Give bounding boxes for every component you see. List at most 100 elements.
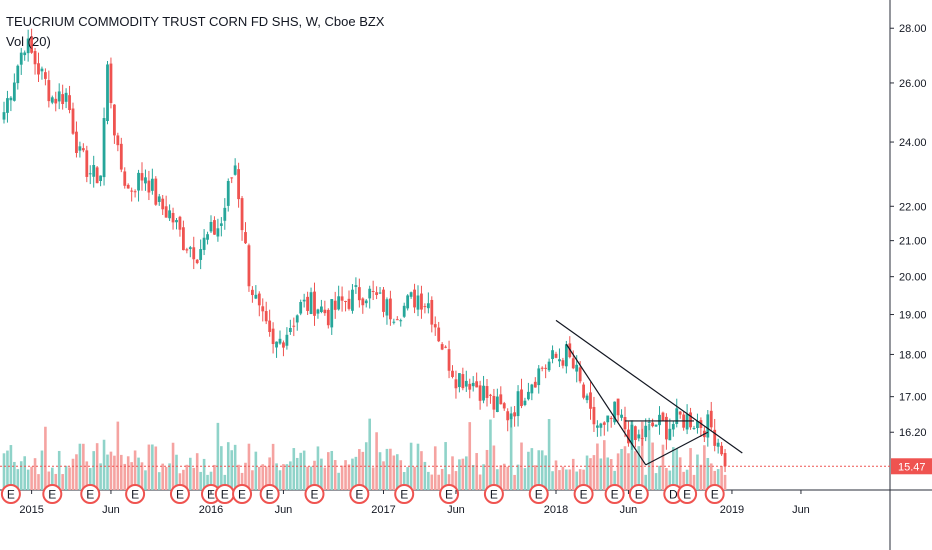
event-marker: E — [0, 484, 21, 504]
candle-body — [251, 289, 254, 296]
volume-bar — [620, 448, 623, 490]
candle-body — [102, 118, 106, 178]
volume-bars — [2, 414, 727, 490]
volume-bar — [120, 454, 123, 490]
event-marker-circle — [394, 484, 415, 504]
volume-bar — [706, 457, 710, 490]
candle-body — [661, 412, 665, 421]
volume-bar — [206, 474, 209, 490]
volume-bar — [68, 467, 71, 490]
candle-body — [278, 338, 282, 344]
candle-body — [471, 382, 475, 387]
candle-body — [368, 288, 372, 299]
volume-bar — [413, 466, 416, 490]
volume-bar — [302, 450, 306, 490]
candle-body — [50, 97, 54, 103]
candle-body — [523, 400, 527, 405]
volume-bar — [78, 443, 82, 490]
candle-body — [113, 104, 116, 136]
volume-bar — [627, 453, 630, 490]
event-marker-circle — [304, 484, 325, 504]
volume-bar — [337, 472, 340, 490]
event-marker-circle — [125, 484, 146, 504]
candle-body — [651, 422, 654, 427]
candle-body — [489, 394, 492, 396]
volume-bar — [640, 421, 644, 490]
candle-body — [137, 172, 140, 191]
event-marker-circle — [677, 484, 698, 504]
price-tick-label: 26.00 — [899, 78, 927, 90]
candle-body — [271, 328, 275, 344]
candle-body — [575, 364, 579, 372]
time-tick-label: Jun — [102, 504, 120, 516]
volume-bar — [316, 446, 320, 490]
candle-body — [551, 350, 554, 359]
price-tick-label: 17.00 — [899, 392, 927, 404]
volume-bar — [75, 454, 78, 490]
candle-body — [2, 112, 6, 120]
volume-bar — [616, 453, 620, 490]
candle-body — [223, 207, 227, 221]
candle-body — [385, 299, 389, 316]
candle-body — [354, 285, 358, 287]
candle-body — [361, 298, 365, 306]
volume-bar — [468, 422, 472, 490]
candle-body — [709, 410, 713, 428]
volume-bar — [623, 446, 627, 490]
event-marker: E — [528, 484, 549, 504]
candle-body — [461, 374, 465, 389]
volume-bar — [530, 448, 534, 490]
volume-bar — [323, 467, 327, 490]
event-marker-circle — [439, 484, 460, 504]
candle-body — [578, 367, 582, 382]
event-marker-label: E — [266, 488, 274, 502]
event-marker: E — [125, 484, 146, 504]
volume-bar — [430, 474, 434, 490]
candle-body — [202, 237, 206, 250]
event-marker-label: E — [711, 488, 719, 502]
event-marker-label: E — [635, 488, 643, 502]
volume-bar — [285, 464, 289, 490]
candle-body — [482, 385, 485, 401]
volume-bar — [161, 463, 164, 490]
candle-body — [140, 173, 144, 181]
volume-bar — [630, 420, 634, 490]
volume-bar — [385, 448, 389, 490]
volume-bar — [9, 445, 13, 490]
candle-body — [61, 94, 65, 105]
event-marker: E — [573, 484, 594, 504]
volume-bar — [202, 458, 206, 490]
candle-body — [340, 296, 344, 301]
last-price-value: 15.47 — [898, 461, 926, 473]
candle-body — [540, 367, 544, 369]
volume-bar — [116, 421, 120, 490]
candle-body — [9, 97, 13, 101]
candle-body — [26, 38, 30, 54]
candle-body — [106, 64, 109, 122]
event-marker-label: E — [400, 488, 408, 502]
candle-body — [147, 180, 151, 193]
candle-body — [119, 143, 123, 170]
candle-body — [454, 379, 458, 389]
candle-body — [382, 289, 385, 312]
candle-body — [185, 249, 189, 251]
trendline — [645, 431, 709, 466]
volume-bar — [482, 464, 485, 490]
candle-body — [713, 429, 717, 446]
time-tick-label: 2017 — [371, 504, 395, 516]
volume-bar — [144, 470, 147, 490]
candle-body — [306, 296, 309, 311]
candle-body — [347, 298, 351, 309]
candle-body — [692, 427, 696, 429]
volume-bar — [578, 469, 582, 490]
event-marker: E — [628, 484, 649, 504]
volume-bar — [258, 466, 261, 490]
event-marker-circle — [0, 484, 21, 504]
volume-bar — [133, 450, 137, 490]
volume-bar — [537, 450, 541, 490]
volume-bar — [378, 452, 382, 490]
event-marker: E — [214, 484, 235, 504]
price-tick-label: 16.20 — [899, 427, 927, 439]
candle-body — [392, 321, 396, 323]
